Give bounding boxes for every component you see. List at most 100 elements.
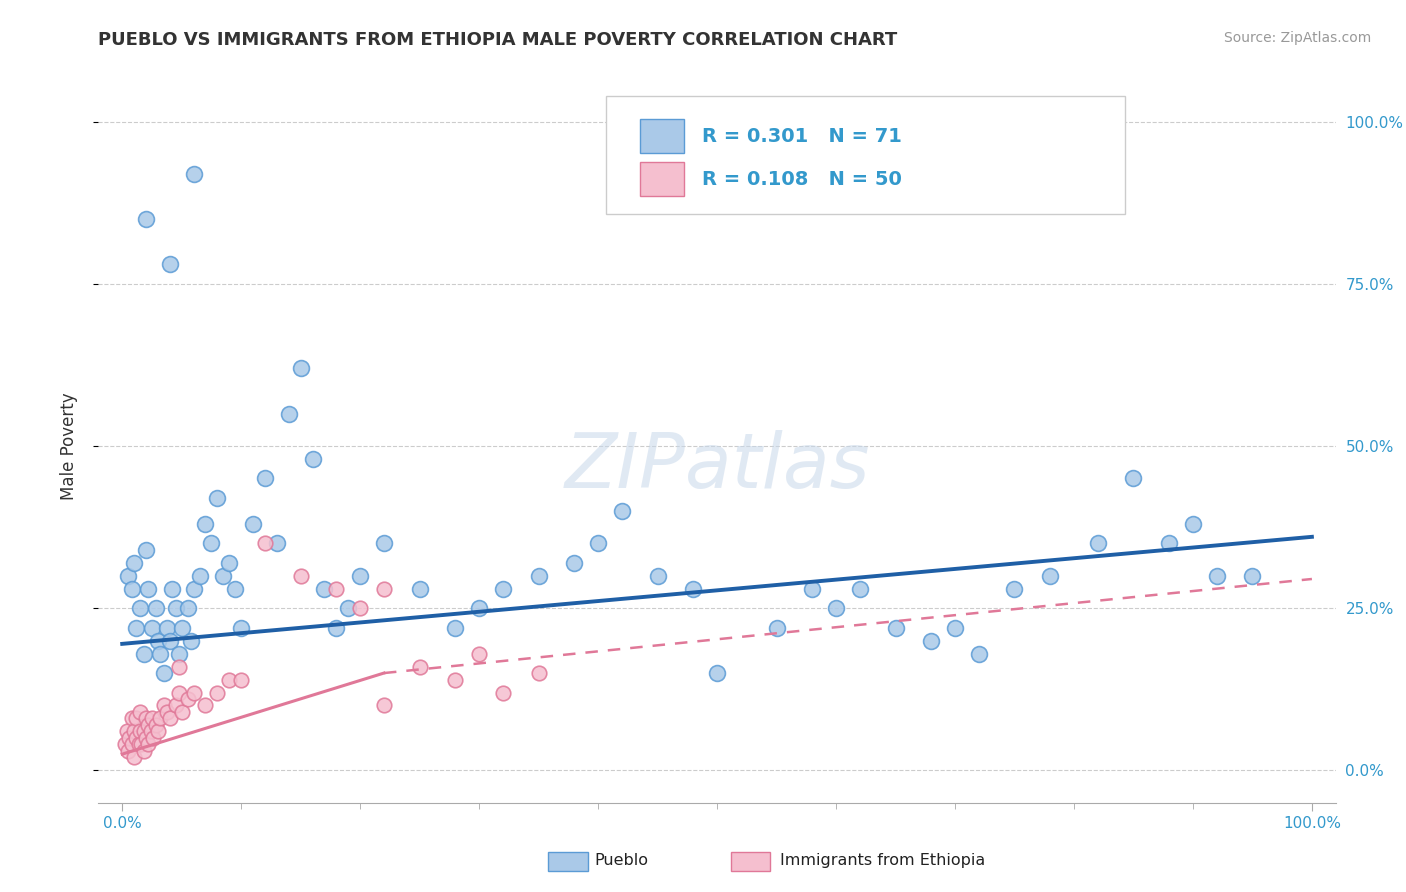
Point <box>253 536 276 550</box>
Text: R = 0.108   N = 50: R = 0.108 N = 50 <box>702 169 903 188</box>
Point <box>1205 568 1227 582</box>
Point <box>242 516 264 531</box>
Point <box>117 744 139 758</box>
Point <box>183 582 205 596</box>
Point <box>207 685 229 699</box>
Point <box>141 711 163 725</box>
Point <box>141 621 163 635</box>
Y-axis label: Male Poverty: Male Poverty <box>59 392 77 500</box>
Point <box>149 711 172 725</box>
Point <box>122 556 145 570</box>
Point <box>121 711 143 725</box>
Point <box>165 698 187 713</box>
Point <box>176 601 198 615</box>
Point <box>610 504 633 518</box>
Point <box>373 536 395 550</box>
Point <box>128 738 150 752</box>
Point <box>967 647 990 661</box>
Point <box>135 731 157 745</box>
Point <box>527 568 550 582</box>
Point <box>277 407 299 421</box>
Point <box>132 744 155 758</box>
Point <box>170 705 193 719</box>
Point <box>349 568 371 582</box>
Point <box>194 516 217 531</box>
Point <box>169 659 191 673</box>
Point <box>884 621 907 635</box>
Point <box>207 491 229 505</box>
Point <box>149 647 172 661</box>
Text: R = 0.301   N = 71: R = 0.301 N = 71 <box>702 127 903 145</box>
Point <box>115 724 138 739</box>
Point <box>121 582 143 596</box>
Point <box>180 633 202 648</box>
Point <box>1039 568 1062 582</box>
Point <box>527 666 550 681</box>
Point <box>290 361 312 376</box>
Point <box>586 536 609 550</box>
Point <box>212 568 235 582</box>
Point <box>135 542 157 557</box>
Point <box>468 647 491 661</box>
Point <box>562 556 585 570</box>
Point <box>165 601 187 615</box>
Point <box>132 724 155 739</box>
Point <box>765 621 787 635</box>
Point <box>492 582 515 596</box>
Point <box>135 711 157 725</box>
Point <box>825 601 848 615</box>
Point <box>266 536 288 550</box>
Point <box>114 738 136 752</box>
Point <box>145 718 167 732</box>
Point <box>801 582 824 596</box>
Point <box>129 724 152 739</box>
Point <box>188 568 211 582</box>
Point <box>125 711 148 725</box>
Point <box>444 621 467 635</box>
Point <box>231 621 253 635</box>
Point <box>153 666 176 681</box>
Point <box>218 673 240 687</box>
Text: Source: ZipAtlas.com: Source: ZipAtlas.com <box>1223 31 1371 45</box>
Point <box>1122 471 1144 485</box>
Point <box>1181 516 1204 531</box>
Text: Immigrants from Ethiopia: Immigrants from Ethiopia <box>780 854 986 868</box>
Point <box>849 582 872 596</box>
Point <box>118 731 141 745</box>
Text: Pueblo: Pueblo <box>595 854 648 868</box>
Point <box>169 647 191 661</box>
Point <box>706 666 728 681</box>
Point <box>1241 568 1264 582</box>
Point <box>373 698 395 713</box>
Point <box>176 692 198 706</box>
Point <box>159 257 181 271</box>
Point <box>139 724 162 739</box>
Point <box>153 698 176 713</box>
Point <box>183 167 205 181</box>
Point <box>132 647 155 661</box>
Point <box>129 601 152 615</box>
Point <box>146 633 169 648</box>
Point <box>200 536 222 550</box>
Point <box>253 471 276 485</box>
Point <box>325 621 347 635</box>
Point <box>920 633 942 648</box>
Point <box>325 582 347 596</box>
Point <box>138 582 160 596</box>
Point <box>647 568 669 582</box>
Point <box>682 582 704 596</box>
Point <box>135 211 157 226</box>
Point <box>290 568 312 582</box>
Point <box>138 738 160 752</box>
Point <box>129 705 152 719</box>
Text: PUEBLO VS IMMIGRANTS FROM ETHIOPIA MALE POVERTY CORRELATION CHART: PUEBLO VS IMMIGRANTS FROM ETHIOPIA MALE … <box>98 31 897 49</box>
Point <box>160 582 183 596</box>
Point <box>117 568 139 582</box>
Point <box>183 685 205 699</box>
Point <box>231 673 253 687</box>
Point <box>129 738 152 752</box>
Point <box>122 724 145 739</box>
Point <box>1004 582 1026 596</box>
Point <box>1159 536 1181 550</box>
Point <box>125 731 148 745</box>
